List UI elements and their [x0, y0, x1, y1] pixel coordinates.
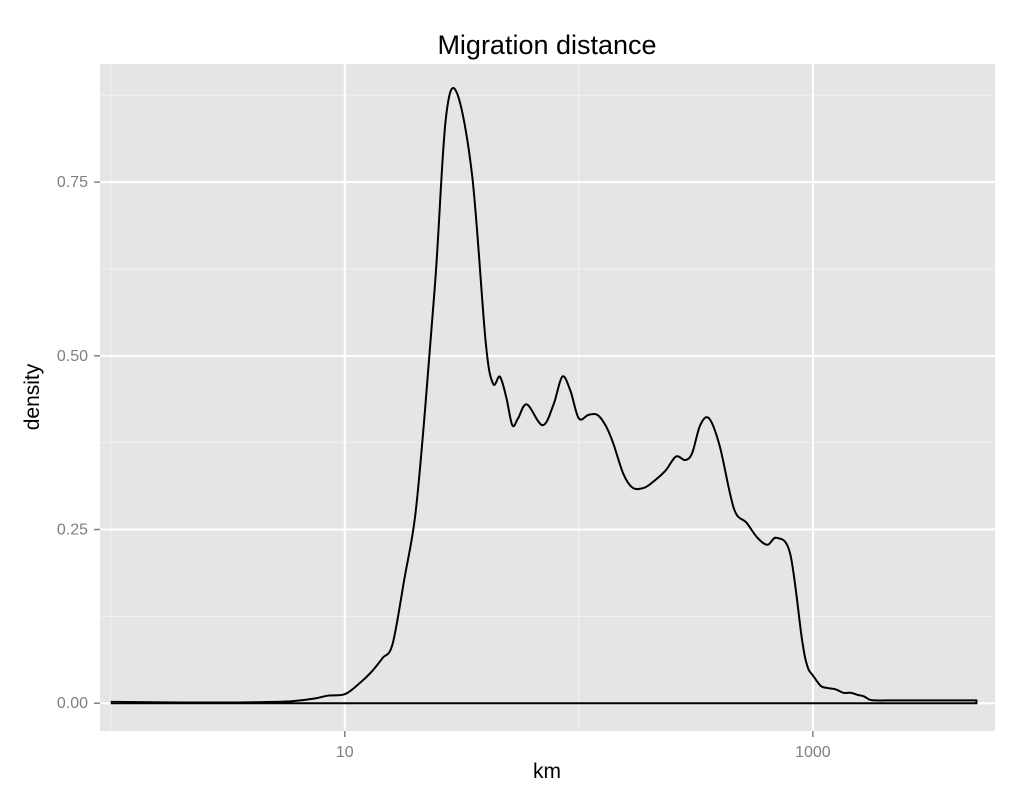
x-tick-label: 10 — [336, 744, 354, 761]
chart-title: Migration distance — [437, 30, 657, 60]
y-tick-label: 0.50 — [57, 348, 88, 365]
axis-ticks — [94, 181, 814, 737]
density-curve — [110, 86, 978, 705]
x-tick-label: 1000 — [795, 744, 831, 761]
y-tick-label: 0.25 — [57, 522, 88, 539]
x-axis-label: km — [533, 760, 561, 783]
y-tick-label: 0.00 — [57, 695, 88, 712]
minor-grid — [100, 64, 995, 731]
plot-panel — [100, 64, 995, 731]
tick-labels: 10 1000 0.00 0.25 0.50 0.75 — [57, 174, 831, 761]
y-tick-label: 0.75 — [57, 174, 88, 191]
